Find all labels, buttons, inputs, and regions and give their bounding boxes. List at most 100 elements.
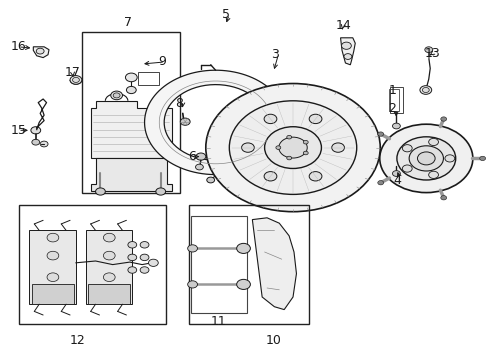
Circle shape [279, 137, 307, 158]
Circle shape [47, 233, 59, 242]
Text: 4: 4 [393, 174, 401, 187]
Text: 8: 8 [175, 97, 183, 110]
Circle shape [188, 281, 197, 288]
Circle shape [111, 91, 122, 100]
Text: 17: 17 [65, 66, 81, 78]
Circle shape [36, 48, 44, 54]
Polygon shape [33, 47, 49, 58]
Circle shape [140, 254, 149, 261]
Circle shape [441, 117, 447, 121]
Bar [19, 205, 166, 324]
Circle shape [103, 233, 115, 242]
Bar [82, 32, 180, 193]
Text: 1: 1 [389, 84, 396, 97]
Circle shape [128, 242, 137, 248]
Circle shape [70, 76, 82, 84]
Text: 15: 15 [11, 124, 26, 137]
Circle shape [287, 156, 292, 160]
Polygon shape [341, 38, 355, 65]
Circle shape [125, 73, 137, 82]
Circle shape [397, 137, 456, 180]
Circle shape [342, 42, 351, 49]
Polygon shape [32, 284, 74, 304]
Bar [191, 216, 247, 313]
Circle shape [32, 139, 40, 145]
Circle shape [229, 101, 357, 194]
Circle shape [480, 156, 486, 161]
Circle shape [380, 124, 473, 193]
Circle shape [422, 87, 429, 93]
Circle shape [180, 118, 190, 125]
Text: 11: 11 [210, 315, 226, 328]
Circle shape [420, 86, 432, 94]
Text: 14: 14 [336, 19, 351, 32]
Circle shape [417, 152, 435, 165]
Polygon shape [91, 101, 172, 158]
Circle shape [303, 140, 308, 144]
Circle shape [196, 164, 203, 170]
Circle shape [287, 135, 292, 139]
Circle shape [276, 146, 281, 149]
Circle shape [392, 123, 400, 129]
Text: 12: 12 [70, 334, 85, 347]
Circle shape [140, 267, 149, 273]
Circle shape [156, 188, 166, 195]
Polygon shape [88, 284, 130, 304]
Text: 7: 7 [124, 16, 132, 29]
Bar [189, 205, 309, 324]
Circle shape [96, 188, 105, 195]
Circle shape [31, 127, 41, 134]
Circle shape [309, 114, 322, 123]
Text: 16: 16 [11, 40, 26, 53]
Circle shape [242, 143, 254, 152]
Text: 13: 13 [424, 47, 440, 60]
Circle shape [378, 132, 384, 136]
Circle shape [40, 141, 48, 147]
Circle shape [126, 86, 136, 94]
Polygon shape [29, 230, 76, 304]
Circle shape [128, 267, 137, 273]
Text: 6: 6 [188, 150, 196, 163]
Circle shape [188, 245, 197, 252]
Circle shape [378, 181, 384, 185]
Circle shape [196, 153, 206, 160]
Circle shape [113, 93, 120, 98]
Circle shape [73, 77, 79, 82]
Circle shape [425, 47, 433, 53]
Circle shape [332, 143, 344, 152]
Circle shape [140, 242, 149, 248]
Circle shape [441, 195, 447, 200]
Text: 2: 2 [389, 102, 396, 115]
Circle shape [265, 127, 321, 168]
Circle shape [309, 172, 322, 181]
Polygon shape [252, 218, 296, 310]
Circle shape [47, 273, 59, 282]
Circle shape [237, 279, 250, 289]
Circle shape [409, 146, 443, 171]
Circle shape [429, 171, 439, 179]
Circle shape [207, 177, 215, 183]
Bar [389, 89, 399, 111]
Circle shape [206, 84, 380, 212]
Circle shape [264, 172, 277, 181]
Text: 10: 10 [266, 334, 281, 347]
Polygon shape [145, 70, 282, 175]
Circle shape [103, 251, 115, 260]
Circle shape [402, 145, 412, 152]
Circle shape [392, 171, 400, 176]
Circle shape [402, 165, 412, 172]
Circle shape [148, 259, 158, 266]
Circle shape [303, 151, 308, 155]
Circle shape [344, 54, 352, 59]
Circle shape [103, 273, 115, 282]
Circle shape [237, 243, 250, 253]
Bar [138, 72, 159, 85]
Text: 3: 3 [271, 48, 279, 61]
Text: 5: 5 [222, 8, 230, 21]
Circle shape [264, 114, 277, 123]
Bar [390, 87, 403, 113]
Polygon shape [86, 230, 132, 304]
Circle shape [128, 254, 137, 261]
Polygon shape [91, 158, 172, 191]
Circle shape [47, 251, 59, 260]
